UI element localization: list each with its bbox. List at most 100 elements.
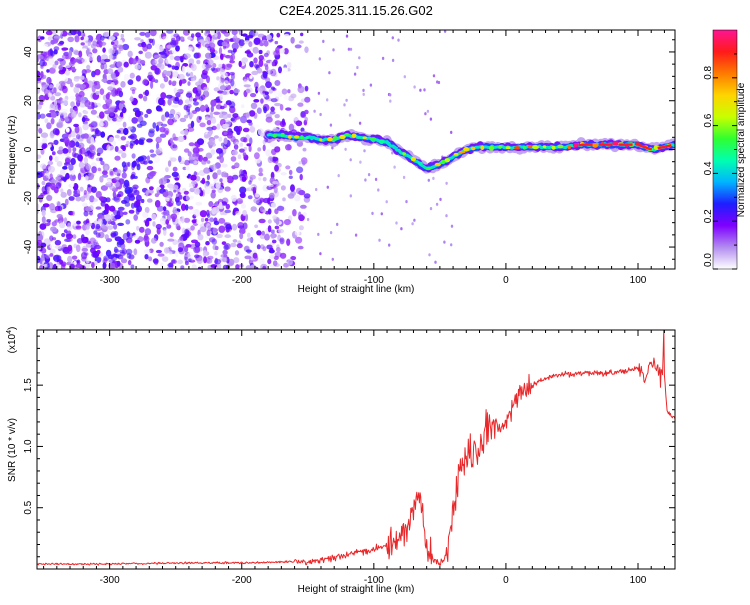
noise-speckle bbox=[183, 159, 191, 166]
noise-speckle bbox=[284, 33, 290, 38]
snr-ylabel: SNR (10 * v/v) bbox=[7, 418, 18, 482]
noise-speckle bbox=[68, 163, 74, 171]
noise-speckle bbox=[121, 152, 127, 159]
noise-speckle bbox=[269, 254, 275, 259]
noise-speckle bbox=[143, 160, 148, 165]
noise-speckle bbox=[116, 129, 121, 134]
snr-panel: -300 -200 -100 0 100 0.5 1.0 1.5 Height of stra… bbox=[6, 327, 676, 595]
noise-speckle bbox=[107, 68, 114, 75]
noise-speckle bbox=[64, 238, 71, 242]
noise-speckle bbox=[69, 173, 76, 182]
noise-speckle bbox=[221, 171, 225, 178]
noise-speckle bbox=[258, 218, 266, 224]
noise-speckle bbox=[121, 172, 127, 179]
ridge-bead bbox=[527, 145, 533, 149]
noise-speckle bbox=[250, 102, 258, 110]
ridge-bead bbox=[505, 146, 511, 150]
spectrogram-marks bbox=[37, 30, 675, 269]
noise-speckle bbox=[38, 142, 42, 149]
noise-speckle bbox=[262, 265, 267, 269]
noise-speckle bbox=[166, 202, 174, 207]
noise-speckle bbox=[288, 169, 293, 176]
noise-speckle bbox=[189, 183, 196, 188]
noise-speckle bbox=[241, 57, 248, 63]
noise-speckle bbox=[143, 219, 149, 224]
noise-speckle bbox=[192, 98, 197, 102]
noise-speckle bbox=[190, 174, 197, 181]
noise-speckle bbox=[175, 45, 180, 52]
noise-speckle bbox=[300, 32, 304, 37]
noise-speckle bbox=[242, 79, 248, 85]
noise-speckle bbox=[285, 144, 292, 151]
noise-speckle bbox=[274, 80, 281, 86]
noise-speckle bbox=[439, 197, 442, 201]
noise-speckle bbox=[135, 75, 141, 82]
noise-speckle bbox=[104, 165, 109, 170]
noise-speckle bbox=[62, 166, 68, 170]
noise-speckle bbox=[226, 175, 234, 184]
noise-speckle bbox=[326, 98, 329, 102]
noise-speckle bbox=[445, 214, 448, 218]
noise-speckle bbox=[131, 89, 136, 95]
noise-speckle bbox=[95, 206, 102, 210]
noise-speckle bbox=[97, 122, 105, 127]
noise-speckle bbox=[219, 85, 227, 91]
noise-speckle bbox=[205, 152, 213, 159]
noise-speckle bbox=[103, 210, 109, 215]
noise-speckle bbox=[123, 179, 130, 188]
noise-speckle bbox=[242, 33, 248, 37]
noise-speckle bbox=[374, 177, 378, 181]
noise-speckle bbox=[337, 174, 340, 178]
noise-speckle bbox=[148, 256, 153, 262]
noise-speckle bbox=[292, 209, 297, 217]
noise-speckle bbox=[129, 140, 136, 146]
noise-speckle bbox=[160, 262, 164, 268]
noise-speckle bbox=[108, 259, 116, 264]
noise-speckle bbox=[76, 220, 81, 225]
noise-speckle bbox=[92, 48, 98, 54]
noise-speckle bbox=[288, 175, 293, 179]
noise-speckle bbox=[275, 247, 281, 253]
noise-speckle bbox=[46, 194, 53, 202]
noise-speckle bbox=[201, 160, 207, 165]
noise-speckle bbox=[216, 169, 222, 176]
noise-speckle bbox=[144, 113, 149, 118]
noise-speckle bbox=[263, 106, 267, 114]
noise-speckle bbox=[302, 147, 307, 152]
noise-speckle bbox=[146, 155, 150, 162]
noise-speckle bbox=[230, 118, 235, 122]
noise-speckle bbox=[79, 155, 83, 163]
ridge-bead bbox=[522, 145, 527, 150]
noise-speckle bbox=[267, 197, 271, 205]
noise-speckle bbox=[68, 61, 75, 67]
noise-speckle bbox=[60, 188, 64, 194]
noise-speckle bbox=[172, 80, 177, 85]
noise-speckle bbox=[428, 253, 431, 257]
noise-speckle bbox=[393, 165, 396, 169]
noise-speckle bbox=[104, 203, 109, 211]
ridge-bead bbox=[458, 150, 466, 154]
noise-speckle bbox=[80, 96, 85, 104]
noise-speckle bbox=[166, 44, 173, 49]
noise-speckle bbox=[175, 92, 181, 98]
noise-speckle bbox=[105, 197, 111, 203]
noise-speckle bbox=[108, 36, 116, 41]
noise-speckle bbox=[234, 115, 241, 120]
noise-speckle bbox=[403, 75, 406, 79]
noise-speckle bbox=[99, 157, 103, 162]
noise-speckle bbox=[240, 170, 245, 177]
noise-speckle bbox=[62, 148, 69, 154]
noise-speckle bbox=[222, 264, 229, 269]
noise-speckle bbox=[238, 39, 245, 47]
noise-speckle bbox=[198, 78, 204, 84]
noise-speckle bbox=[126, 252, 132, 259]
noise-speckle bbox=[290, 93, 297, 99]
colorbar: 0.0 0.2 0.4 0.6 0.8 Normalized spectral ampl… bbox=[703, 29, 747, 270]
noise-speckle bbox=[169, 232, 174, 238]
noise-speckle bbox=[347, 47, 351, 51]
noise-speckle bbox=[49, 244, 56, 250]
noise-speckle bbox=[75, 244, 81, 253]
noise-speckle bbox=[83, 110, 89, 115]
noise-speckle bbox=[199, 210, 207, 218]
noise-speckle bbox=[190, 63, 197, 71]
